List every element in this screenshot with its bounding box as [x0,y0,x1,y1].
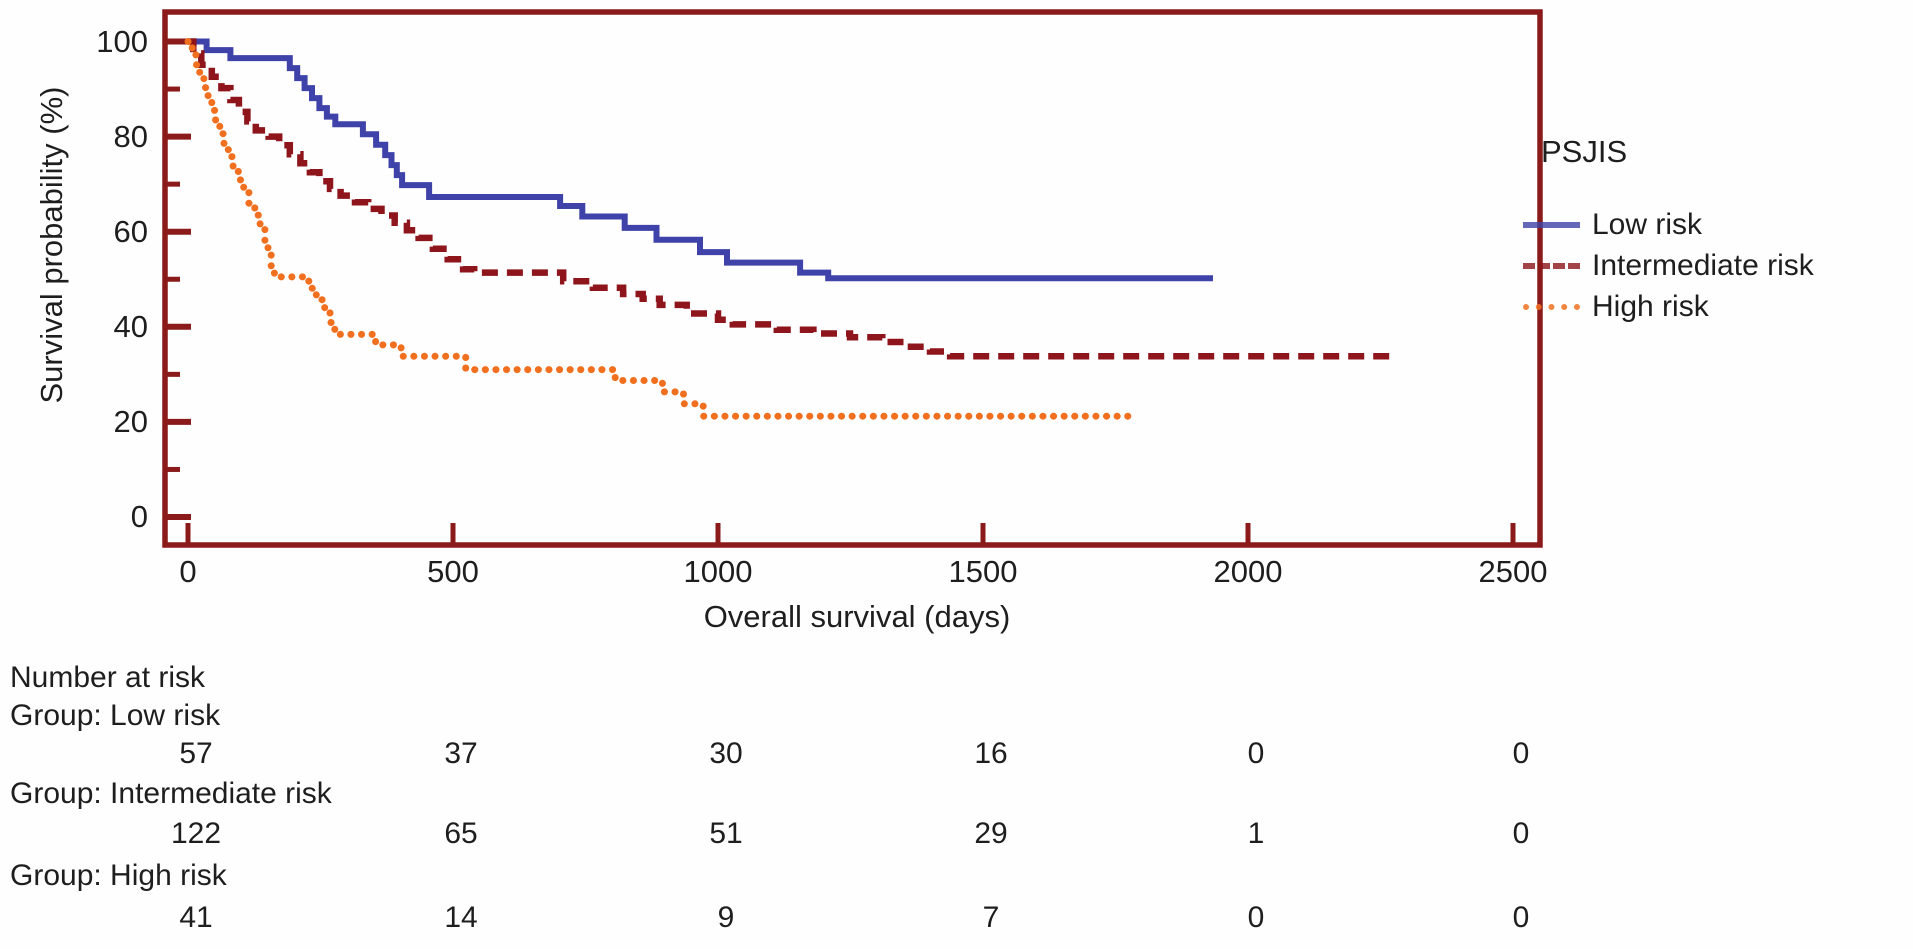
low-risk-curve [188,38,1213,282]
risk-count-high-risk-t1000: 9 [717,901,735,934]
legend-title: PSJIS [1541,134,1628,169]
risk-count-intermediate-risk-t1500: 29 [974,817,1008,850]
y-tick-label-60: 60 [113,213,148,249]
legend-label-high-risk: High risk [1592,290,1709,323]
risk-group-label-low: Group: Low risk [10,699,221,732]
low-risk-line-swatch [1523,222,1580,228]
risk-count-low-risk-t1500: 16 [974,737,1008,770]
high-risk-line-swatch [1523,304,1580,310]
risk-group-label-high: Group: High risk [10,859,227,892]
y-tick-label-40: 40 [113,308,148,344]
y-axis-title: Survival probability (%) [34,86,69,404]
risk-table-header: Number at risk [10,661,206,694]
x-tick-label-1000: 1000 [683,554,753,589]
risk-count-low-risk-t2500: 0 [1512,737,1530,770]
risk-count-intermediate-risk-t1000: 51 [709,817,743,850]
risk-count-low-risk-t1000: 30 [709,737,743,770]
risk-count-high-risk-t2000: 0 [1247,901,1265,934]
risk-count-low-risk-t500: 37 [444,737,478,770]
plot-border [162,9,1543,548]
risk-count-high-risk-t0: 41 [179,901,213,934]
risk-group-label-intermediate: Group: Intermediate risk [10,777,332,810]
risk-count-intermediate-risk-t500: 65 [444,817,478,850]
high-risk-curve [184,38,1139,420]
intermediate-risk-line-swatch [1523,263,1580,269]
y-tick-label-20: 20 [113,403,148,439]
legend-label-low-risk: Low risk [1592,208,1703,241]
x-axis-title: Overall survival (days) [703,599,1011,634]
y-tick-label-0: 0 [130,499,148,534]
risk-count-low-risk-t0: 57 [179,737,213,770]
risk-count-intermediate-risk-t2500: 0 [1512,817,1530,850]
risk-count-high-risk-t1500: 7 [982,901,1000,934]
x-tick-label-0: 0 [179,554,197,589]
y-tick-label-100: 100 [96,23,148,59]
risk-count-high-risk-t500: 14 [444,901,478,934]
x-tick-label-2500: 2500 [1478,554,1548,589]
y-tick-label-80: 80 [113,118,148,154]
legend-label-intermediate-risk: Intermediate risk [1592,249,1814,282]
risk-count-intermediate-risk-t2000: 1 [1247,817,1265,850]
x-tick-label-2000: 2000 [1213,554,1283,589]
x-tick-label-1500: 1500 [948,554,1018,589]
intermediate-risk-curve [188,38,1390,360]
x-tick-label-500: 500 [427,554,479,589]
risk-count-intermediate-risk-t0: 122 [170,817,222,850]
risk-count-high-risk-t2500: 0 [1512,901,1530,934]
risk-count-low-risk-t2000: 0 [1247,737,1265,770]
